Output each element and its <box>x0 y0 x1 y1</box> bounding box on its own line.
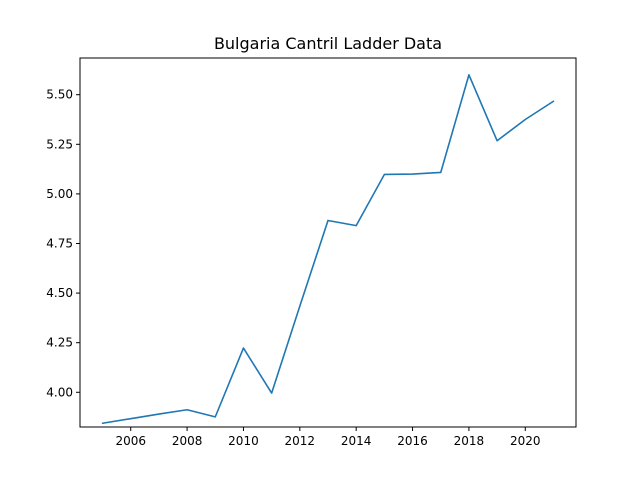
y-tick-label: 4.75 <box>46 236 73 250</box>
plot-area: 2006 2008 2010 2012 2014 2016 2018 2020 4.00 4.2… <box>46 57 577 448</box>
x-tick-label: 2010 <box>228 434 259 448</box>
y-axis: 4.00 4.25 4.50 4.75 5.00 5.25 5.50 <box>46 88 80 399</box>
x-tick-label: 2012 <box>285 434 316 448</box>
y-tick-label: 4.25 <box>46 336 73 350</box>
series-layer <box>101 74 555 425</box>
x-tick-label: 2014 <box>341 434 372 448</box>
y-tick-label: 5.50 <box>46 88 73 102</box>
x-tick-label: 2006 <box>115 434 146 448</box>
y-tick-label: 5.00 <box>46 187 73 201</box>
x-tick-label: 2016 <box>397 434 428 448</box>
chart-title: Bulgaria Cantril Ladder Data <box>214 34 442 53</box>
x-tick-label: 2020 <box>510 434 541 448</box>
series-line <box>101 74 555 425</box>
y-tick-label: 5.25 <box>46 137 73 151</box>
x-tick-label: 2008 <box>172 434 203 448</box>
axes-frame <box>79 57 577 428</box>
y-tick-label: 4.50 <box>46 286 73 300</box>
x-axis: 2006 2008 2010 2012 2014 2016 2018 2020 <box>115 427 541 448</box>
y-tick-label: 4.00 <box>46 385 73 399</box>
x-tick-label: 2018 <box>454 434 485 448</box>
